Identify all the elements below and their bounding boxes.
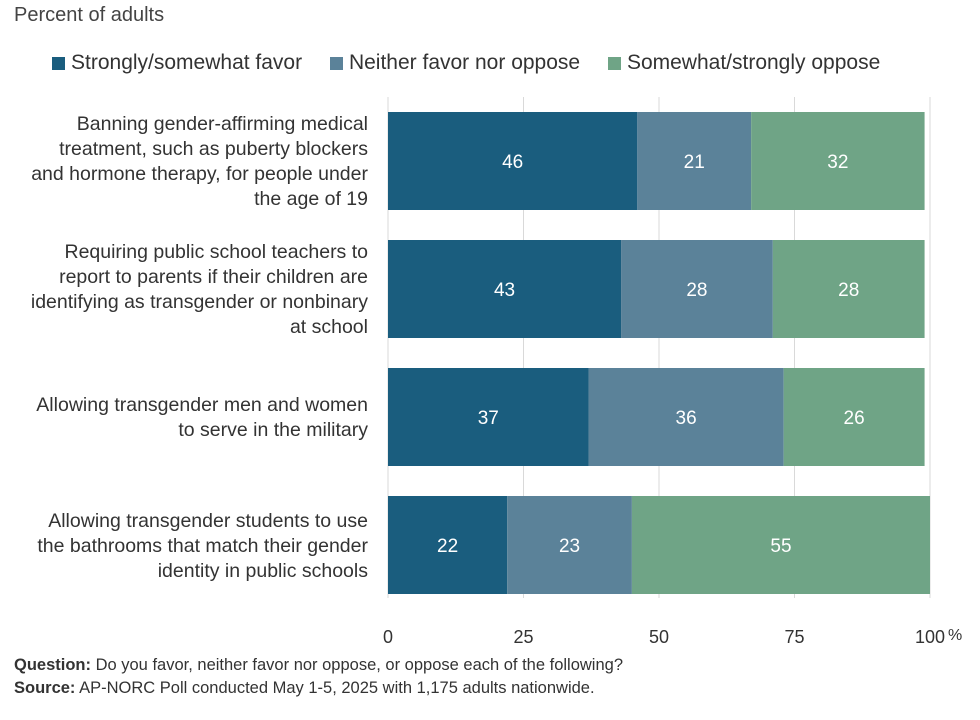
category-label-line: report to parents if their children are: [59, 266, 368, 288]
bar-segment: [588, 368, 784, 466]
x-tick-label: 25: [513, 627, 533, 647]
x-tick-label: 100: [915, 627, 945, 647]
legend-item-oppose: Somewhat/strongly oppose: [607, 51, 881, 75]
data-label: 26: [844, 408, 865, 429]
bar-segment: [637, 112, 752, 210]
category-label-line: to serve in the military: [178, 419, 368, 441]
data-label: 21: [684, 152, 705, 173]
source-label: Source:: [14, 679, 76, 697]
bar-segment: [388, 240, 622, 338]
data-label: 36: [676, 408, 697, 429]
category-label-line: Allowing transgender students to use: [48, 509, 368, 532]
chart-subtitle: Percent of adults: [14, 4, 165, 26]
bar-segment: [507, 496, 632, 594]
x-tick-label: 75: [784, 627, 804, 647]
data-label: 43: [494, 280, 515, 301]
category-label-2: Requiring public school teachers to repo…: [3, 238, 368, 342]
category-label-line: identity in public schools: [157, 559, 368, 582]
data-label: 37: [478, 408, 499, 429]
category-label-line: the bathrooms that match their gender: [37, 534, 368, 557]
category-label-line: Banning gender-affirming medical: [76, 113, 368, 135]
category-label-4: Allowing transgender students to use the…: [3, 494, 368, 598]
legend-label-favor: Strongly/somewhat favor: [71, 51, 303, 74]
data-label: 28: [838, 280, 859, 301]
category-label-3: Allowing transgender men and women to se…: [3, 366, 368, 470]
data-label: 55: [770, 536, 791, 557]
legend-swatch-favor: [52, 56, 65, 70]
data-label: 28: [686, 280, 707, 301]
source-text: AP-NORC Poll conducted May 1-5, 2025 wit…: [75, 679, 595, 697]
bar-segment: [772, 240, 925, 338]
stacked-bar-chart: 46 21 32 43 28 28 37 36 26 22 23 55 0 25 50 75 100: [383, 97, 945, 647]
x-axis-unit: %: [948, 627, 963, 644]
legend-swatch-neither: [329, 56, 343, 70]
data-label: 46: [502, 152, 523, 173]
legend-label-neither: Neither favor nor oppose: [348, 51, 581, 74]
data-label: 22: [437, 536, 458, 557]
legend-label-oppose: Somewhat/strongly oppose: [626, 51, 881, 74]
data-label: 32: [827, 152, 848, 173]
question-label: Question:: [14, 656, 91, 674]
chart-legend: Strongly/somewhat favor Neither favor no…: [52, 51, 880, 76]
category-label-line: and hormone therapy, for people under: [31, 163, 368, 185]
category-label-1: Banning gender-affirming medical treatme…: [3, 110, 368, 214]
bar-segment: [751, 112, 925, 210]
legend-swatch-oppose: [607, 56, 621, 70]
bar-segment: [388, 368, 589, 466]
bar-segment: [388, 496, 508, 594]
question-text: Do you favor, neither favor nor oppose, …: [91, 656, 624, 674]
x-tick-label: 50: [649, 627, 669, 647]
bar-segment: [388, 112, 638, 210]
x-tick-label: 0: [383, 627, 393, 647]
category-label-line: identifying as transgender or nonbinary: [30, 291, 368, 313]
bar-segment: [631, 496, 930, 594]
chart-footer: Question: Do you favor, neither favor no…: [14, 654, 623, 700]
legend-item-neither: Neither favor nor oppose: [329, 51, 581, 75]
legend-item-favor: Strongly/somewhat favor: [52, 51, 302, 75]
bar-segment: [783, 368, 925, 466]
bar-segment: [621, 240, 773, 338]
category-label-line: the age of 19: [254, 188, 368, 210]
question-note: Question: Do you favor, neither favor no…: [14, 654, 623, 677]
source-note: Source: AP-NORC Poll conducted May 1-5, …: [14, 677, 623, 700]
category-label-line: Requiring public school teachers to: [64, 241, 368, 263]
category-label-line: at school: [289, 316, 368, 338]
category-label-line: Allowing transgender men and women: [36, 394, 368, 416]
category-label-line: treatment, such as puberty blockers: [59, 138, 368, 160]
data-label: 23: [559, 536, 580, 557]
